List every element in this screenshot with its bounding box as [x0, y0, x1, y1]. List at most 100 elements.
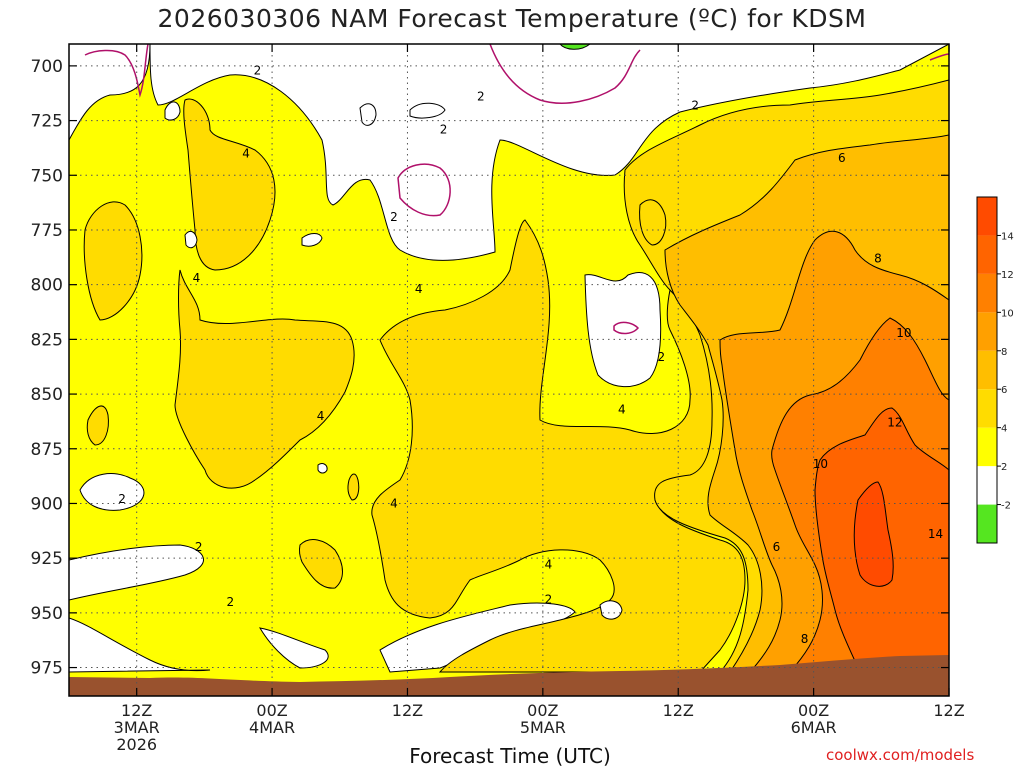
contour-label: 8: [874, 251, 882, 265]
contour-labels: 2 4 2 2 2 6 2 4 4 8 10 2 4 4 12 10 2 4 14 6 2 4 2 2 8: [118, 63, 943, 646]
colorbar-tick-label: 8: [1001, 347, 1007, 358]
colorbar-swatch: [977, 504, 997, 543]
below-minus2-contour-c: [489, 44, 641, 104]
cold-region-top: [69, 44, 949, 261]
warm4-region-main: [174, 269, 355, 489]
colorbar-swatch: [977, 350, 997, 390]
contour-label: 14: [928, 527, 943, 541]
y-tick-label: 775: [31, 221, 63, 241]
contour-label: 2: [657, 350, 665, 364]
temperature-field: [69, 44, 949, 696]
contour-label: 4: [545, 558, 553, 572]
contour-label: 2: [195, 540, 203, 554]
x-tick-label: 12Z: [392, 701, 423, 720]
colorbar-swatch: [977, 466, 997, 505]
colorbar-tick-label: 12: [1001, 270, 1014, 281]
cold-region-left: [69, 44, 151, 141]
contour-label: 4: [242, 146, 250, 160]
contour-label: 4: [618, 402, 626, 416]
colorbar-swatch: [977, 427, 997, 467]
y-axis: 700 725 750 775 800 825 850 875 900 925 950 975: [31, 57, 949, 679]
contour-label: 8: [801, 632, 809, 646]
contour-label: 2: [390, 210, 398, 224]
x-tick-label: 5MAR: [520, 718, 566, 737]
contour-label: 12: [887, 416, 902, 430]
contour-label: 6: [838, 151, 846, 165]
x-tick-label: 4MAR: [249, 718, 295, 737]
cold-blob-b: [184, 230, 198, 249]
y-tick-label: 975: [31, 659, 63, 679]
y-tick-label: 700: [31, 57, 63, 77]
colorbar-swatch: [977, 273, 997, 313]
credit-link[interactable]: coolwx.com/models: [826, 746, 975, 764]
cold-blob-c: [164, 101, 181, 121]
x-tick-label: 00Z: [798, 701, 829, 720]
y-tick-label: 925: [31, 549, 63, 569]
cold-blob-g: [317, 463, 328, 474]
x-tick-label: 2026: [116, 735, 157, 754]
colorbar-swatch: [977, 197, 997, 236]
warm14-region: [853, 481, 894, 587]
contour-label: 6: [773, 540, 781, 554]
warm4-blob-a: [639, 199, 667, 246]
y-tick-label: 750: [31, 166, 63, 186]
cold-blob-a: [301, 233, 323, 247]
y-tick-label: 900: [31, 494, 63, 514]
x-tick-label: 12Z: [933, 701, 964, 720]
warm4-region-left: [83, 201, 143, 321]
contour-label: 4: [317, 409, 325, 423]
contour-label: 2: [691, 98, 699, 112]
contour-label: 10: [896, 326, 911, 340]
ground: [69, 655, 949, 696]
contour-label: 2: [227, 595, 235, 609]
colorbar: 14 12 10 8 6 4 2 -2: [976, 196, 1014, 544]
chart-title: 2026030306 NAM Forecast Temperature (ºC)…: [157, 4, 867, 33]
below-minus2-contour-b: [397, 163, 451, 217]
colorbar-swatch: [977, 235, 997, 274]
x-tick-label: 00Z: [256, 701, 287, 720]
contour-label: 2: [440, 122, 448, 136]
warm4-blob-c: [298, 539, 343, 589]
cold-blob-e: [359, 103, 377, 126]
contour-label: 2: [545, 593, 553, 607]
below-minus2-contour-a: [84, 44, 149, 98]
x-tick-label: 3MAR: [114, 718, 160, 737]
y-tick-label: 850: [31, 385, 63, 405]
x-tick-label: 00Z: [527, 701, 558, 720]
grid-lines: [69, 44, 950, 696]
colorbar-swatch: [977, 312, 997, 351]
colorbar-tick-label: -2: [1001, 501, 1011, 512]
colorbar-frame: [976, 196, 998, 544]
y-tick-label: 875: [31, 440, 63, 460]
x-axis-label: Forecast Time (UTC): [409, 744, 611, 768]
x-tick-label: 6MAR: [791, 718, 837, 737]
colorbar-tick-label: 10: [1001, 308, 1014, 319]
colorbar-tick-label: 2: [1001, 462, 1007, 473]
colorbar-swatch: [977, 389, 997, 428]
plot-frame: [68, 43, 950, 697]
cold-region-low-left: [79, 473, 145, 511]
colorbar-tick-label: 6: [1001, 385, 1007, 396]
contour-label: 4: [415, 282, 423, 296]
cold-region-bottom-mid: [259, 627, 329, 669]
warm4-blob-d: [347, 473, 360, 501]
warm4-blob-b: [86, 405, 109, 446]
y-tick-label: 825: [31, 330, 63, 350]
x-tick-label: 12Z: [121, 701, 152, 720]
x-tick-label: 12Z: [663, 701, 694, 720]
cold-blob-d: [409, 102, 446, 119]
colorbar-tick-label: 14: [1001, 231, 1014, 242]
cold-region-bottom-right: [69, 617, 211, 673]
below-minus2-contour-d: [929, 53, 949, 61]
cold-blob-f: [599, 600, 623, 620]
cold-region-mid: [584, 272, 662, 388]
contour-label: 2: [118, 492, 126, 506]
colorbar-tick-label: 4: [1001, 424, 1007, 435]
contour-label: 10: [813, 457, 828, 471]
contour-label: 4: [390, 496, 398, 510]
y-tick-label: 950: [31, 604, 63, 624]
contour-label: 2: [254, 63, 262, 77]
y-tick-label: 725: [31, 112, 63, 132]
